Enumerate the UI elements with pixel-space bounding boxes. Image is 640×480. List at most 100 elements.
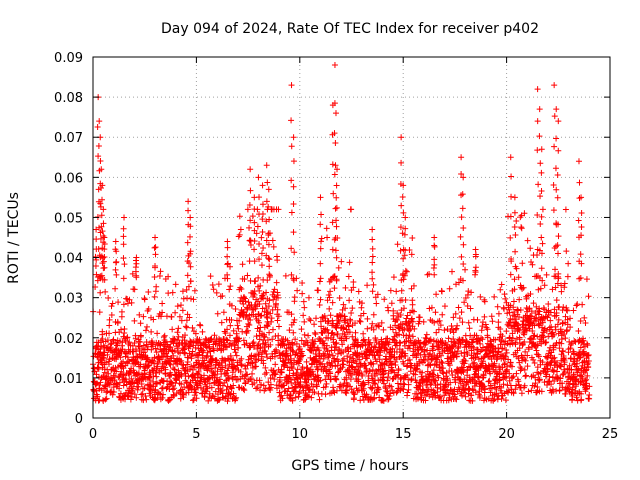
data-point [228, 316, 235, 323]
data-point [429, 347, 436, 354]
data-point [510, 373, 517, 380]
data-point [403, 315, 410, 322]
data-point [498, 395, 505, 402]
data-point [498, 281, 505, 288]
data-point [499, 345, 506, 352]
data-point [191, 364, 198, 371]
data-point [274, 257, 281, 264]
data-point [487, 370, 494, 377]
data-point [127, 390, 134, 397]
data-point [489, 318, 496, 325]
data-point [468, 392, 475, 399]
data-point [347, 376, 354, 383]
data-point [97, 185, 104, 192]
data-point [98, 196, 105, 203]
data-point [305, 332, 312, 339]
data-point [167, 339, 174, 346]
data-point [578, 210, 585, 217]
data-point [323, 380, 330, 387]
data-point [553, 135, 560, 142]
data-point [121, 325, 128, 332]
data-point [527, 312, 534, 319]
data-point [292, 394, 299, 401]
data-point [290, 158, 297, 165]
data-point [380, 380, 387, 387]
data-point [230, 357, 237, 364]
data-point [145, 362, 152, 369]
data-point [334, 166, 341, 173]
data-point [96, 118, 103, 125]
data-point [460, 260, 467, 267]
data-point [495, 310, 502, 317]
data-point [271, 376, 278, 383]
data-point [96, 309, 103, 316]
data-point [286, 327, 293, 334]
data-point [269, 336, 276, 343]
data-point [560, 347, 567, 354]
data-point [331, 130, 338, 137]
data-point [506, 334, 513, 341]
data-point [331, 62, 338, 69]
data-point [121, 261, 128, 268]
data-point [537, 193, 544, 200]
data-point [586, 391, 593, 398]
data-point [499, 333, 506, 340]
data-point [538, 188, 545, 195]
data-point [330, 190, 337, 197]
data-point [185, 283, 192, 290]
data-point [531, 359, 538, 366]
data-point [206, 343, 213, 350]
data-point [150, 316, 157, 323]
data-point [204, 385, 211, 392]
data-point [584, 372, 591, 379]
data-point [216, 342, 223, 349]
data-point [224, 244, 231, 251]
data-point [437, 393, 444, 400]
data-point [422, 397, 429, 404]
data-point [275, 323, 282, 330]
data-point [582, 377, 589, 384]
data-point [296, 390, 303, 397]
data-point [586, 383, 593, 390]
data-point [187, 263, 194, 270]
data-point [427, 381, 434, 388]
data-point [242, 365, 249, 372]
data-point [233, 352, 240, 359]
data-point [148, 357, 155, 364]
data-point [401, 231, 408, 238]
data-point [187, 250, 194, 257]
data-point [507, 315, 514, 322]
data-point [112, 285, 119, 292]
data-point [265, 203, 272, 210]
data-point [338, 387, 345, 394]
data-point [143, 339, 150, 346]
data-point [120, 358, 127, 365]
data-point [148, 346, 155, 353]
data-point [541, 306, 548, 313]
data-point [577, 317, 584, 324]
data-point [571, 350, 578, 357]
data-point [369, 288, 376, 295]
data-point [329, 299, 336, 306]
data-point [259, 201, 266, 208]
data-point [290, 229, 297, 236]
data-point [369, 236, 376, 243]
data-point [267, 384, 274, 391]
data-point [397, 340, 404, 347]
data-point [555, 147, 562, 154]
data-point [459, 205, 466, 212]
data-point [110, 389, 117, 395]
data-point [269, 306, 276, 313]
data-point [548, 359, 555, 366]
data-point [306, 386, 313, 393]
data-point [360, 385, 367, 392]
data-point [538, 146, 545, 153]
data-point [449, 343, 456, 350]
data-point [276, 374, 283, 381]
data-point [460, 225, 467, 232]
data-point [465, 319, 472, 326]
data-point [97, 379, 104, 386]
data-point [322, 391, 329, 398]
data-point [555, 270, 562, 277]
data-point [251, 206, 258, 213]
